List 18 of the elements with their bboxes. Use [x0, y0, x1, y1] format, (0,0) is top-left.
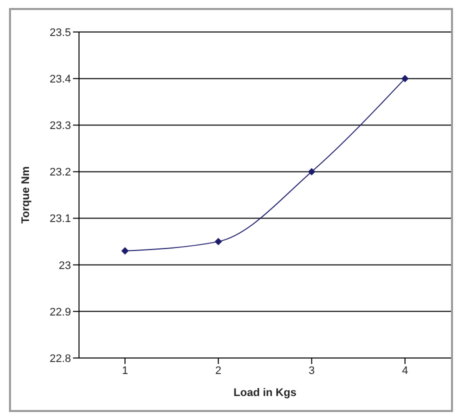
x-tick-label: 3	[308, 364, 315, 377]
y-tick-label: 23.1	[50, 213, 71, 226]
y-axis-title: Torque Nm	[20, 166, 32, 224]
x-tick-label: 4	[402, 364, 408, 377]
y-tick-label: 23.5	[50, 26, 71, 39]
x-tick-label: 1	[122, 364, 128, 377]
point	[402, 75, 408, 82]
point	[308, 168, 316, 176]
x-tick-label: 2	[215, 364, 222, 377]
y-tick-label: 23.4	[50, 73, 71, 86]
y-tick-label: 22.9	[50, 306, 71, 318]
y-tick-label: 23.3	[50, 120, 71, 132]
y-tick-label: 23.2	[50, 166, 71, 179]
point	[122, 247, 128, 254]
y-tick-label: 23	[58, 260, 71, 272]
x-axis-title: Load in Kgs	[234, 387, 296, 399]
y-tick-label: 22.8	[50, 352, 71, 365]
point	[214, 238, 222, 246]
